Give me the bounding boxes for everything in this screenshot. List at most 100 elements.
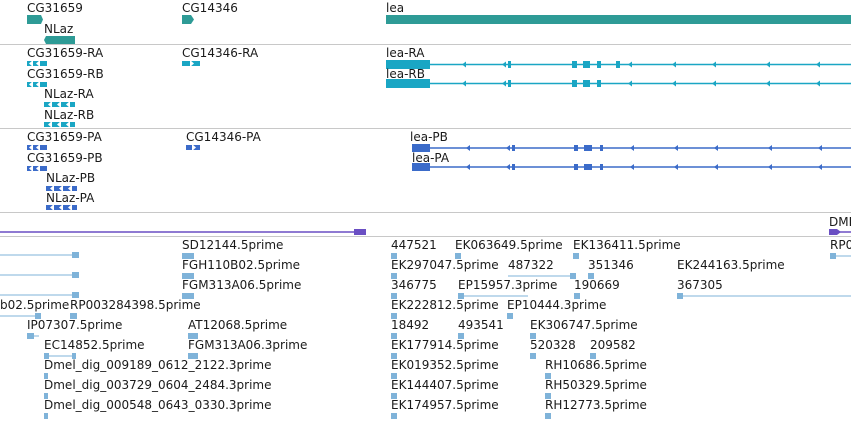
protein-label-cg31659-pa[interactable]: CG31659-PA bbox=[27, 130, 102, 144]
est-label-209582[interactable]: 209582 bbox=[590, 338, 636, 352]
est-glyph-493541[interactable] bbox=[458, 332, 466, 340]
est-label-ek177914[interactable]: EK177914.5prime bbox=[391, 338, 499, 352]
est-label-18492[interactable]: 18492 bbox=[391, 318, 430, 332]
protein-glyph-cg31659-pb[interactable] bbox=[27, 165, 47, 172]
est-glyph-18492[interactable] bbox=[391, 332, 399, 340]
gene-glyph-cg31659[interactable] bbox=[27, 15, 43, 24]
est-label-ec14852[interactable]: EC14852.5prime bbox=[44, 338, 145, 352]
est-label-190669[interactable]: 190669 bbox=[574, 278, 620, 292]
protein-label-cg14346-pa[interactable]: CG14346-PA bbox=[186, 130, 261, 144]
est-glyph-ec14852[interactable] bbox=[44, 352, 76, 360]
est-glyph-rh50329[interactable] bbox=[545, 392, 553, 400]
est-glyph-fgm313a06-3[interactable] bbox=[188, 352, 202, 360]
est-label-rh10686[interactable]: RH10686.5prime bbox=[545, 358, 647, 372]
est-glyph-346775[interactable] bbox=[391, 292, 399, 300]
region-glyph-right[interactable] bbox=[829, 228, 851, 236]
est-label-ek174957[interactable]: EK174957.5prime bbox=[391, 398, 499, 412]
est-label-b02[interactable]: b02.5prime bbox=[0, 298, 70, 312]
transcript-label-nlaz-rb[interactable]: NLaz-RB bbox=[44, 108, 95, 122]
est-glyph-ek222812[interactable] bbox=[391, 312, 399, 320]
est-glyph-at12068[interactable] bbox=[188, 332, 202, 340]
protein-glyph-lea-pa[interactable] bbox=[412, 163, 851, 171]
transcript-label-cg14346-ra[interactable]: CG14346-RA bbox=[182, 46, 259, 60]
est-glyph-ek306747[interactable] bbox=[530, 332, 538, 340]
est-label-ek063649[interactable]: EK063649.5prime bbox=[455, 238, 563, 252]
est-glyph-ek177914[interactable] bbox=[391, 352, 399, 360]
transcript-glyph-lea-ra[interactable] bbox=[386, 60, 851, 69]
est-glyph-rh12773[interactable] bbox=[545, 412, 553, 420]
est-label-ep10444[interactable]: EP10444.3prime bbox=[507, 298, 607, 312]
gene-glyph-cg14346[interactable] bbox=[182, 15, 194, 24]
protein-label-lea-pa[interactable]: lea-PA bbox=[412, 151, 450, 165]
est-glyph-ek136411[interactable] bbox=[573, 252, 581, 260]
est-glyph-left-2[interactable] bbox=[0, 271, 80, 279]
est-glyph-b02[interactable] bbox=[0, 312, 42, 320]
est-glyph-rp0[interactable] bbox=[830, 252, 851, 260]
est-glyph-dmel-000548[interactable] bbox=[44, 412, 50, 420]
est-glyph-ip07307[interactable] bbox=[27, 332, 39, 340]
est-glyph-fgh110b02[interactable] bbox=[182, 272, 196, 280]
protein-label-lea-pb[interactable]: lea-PB bbox=[410, 130, 448, 144]
est-label-fgm313a06[interactable]: FGM313A06.5prime bbox=[182, 278, 302, 292]
est-label-fgh110b02[interactable]: FGH110B02.5prime bbox=[182, 258, 301, 272]
gene-glyph-lea[interactable] bbox=[386, 15, 851, 24]
est-glyph-fgm313a06[interactable] bbox=[182, 292, 196, 300]
est-glyph-rp003284398[interactable] bbox=[70, 312, 78, 320]
transcript-label-lea-rb[interactable]: lea-RB bbox=[386, 67, 425, 81]
protein-glyph-cg14346-pa[interactable] bbox=[186, 144, 200, 151]
est-label-dmel-000548[interactable]: Dmel_dig_000548_0643_0330.3prime bbox=[44, 398, 272, 412]
transcript-label-cg31659-ra[interactable]: CG31659-RA bbox=[27, 46, 104, 60]
gene-label-lea[interactable]: lea bbox=[386, 1, 405, 15]
est-label-520328[interactable]: 520328 bbox=[530, 338, 576, 352]
transcript-glyph-lea-rb[interactable] bbox=[386, 79, 851, 88]
est-glyph-left-3[interactable] bbox=[0, 291, 80, 299]
est-glyph-ek019352[interactable] bbox=[391, 372, 399, 380]
protein-glyph-lea-pb[interactable] bbox=[412, 144, 851, 152]
est-glyph-487322[interactable] bbox=[508, 272, 576, 280]
est-label-487322[interactable]: 487322 bbox=[508, 258, 554, 272]
transcript-glyph-nlaz-ra[interactable] bbox=[44, 101, 75, 108]
est-label-ek244163[interactable]: EK244163.5prime bbox=[677, 258, 785, 272]
est-label-351346[interactable]: 351346 bbox=[588, 258, 634, 272]
est-glyph-ek174957[interactable] bbox=[391, 412, 399, 420]
protein-label-nlaz-pa[interactable]: NLaz-PA bbox=[46, 191, 95, 205]
protein-label-nlaz-pb[interactable]: NLaz-PB bbox=[46, 171, 96, 185]
est-label-346775[interactable]: 346775 bbox=[391, 278, 437, 292]
est-glyph-sd12144[interactable] bbox=[182, 252, 196, 260]
est-label-fgm313a06-3[interactable]: FGM313A06.3prime bbox=[188, 338, 308, 352]
est-label-dmel-003729[interactable]: Dmel_dig_003729_0604_2484.3prime bbox=[44, 378, 272, 392]
est-glyph-367305[interactable] bbox=[677, 292, 851, 300]
transcript-glyph-nlaz-rb[interactable] bbox=[44, 121, 75, 128]
est-glyph-ep15957[interactable] bbox=[458, 292, 528, 300]
est-glyph-ek297047[interactable] bbox=[391, 272, 399, 280]
est-glyph-rh10686[interactable] bbox=[545, 372, 553, 380]
est-glyph-dmel-003729[interactable] bbox=[44, 392, 50, 400]
est-glyph-520328[interactable] bbox=[530, 352, 538, 360]
est-label-ip07307[interactable]: IP07307.5prime bbox=[27, 318, 123, 332]
gene-label-nlaz[interactable]: NLaz bbox=[44, 22, 74, 36]
est-label-493541[interactable]: 493541 bbox=[458, 318, 504, 332]
protein-glyph-cg31659-pa[interactable] bbox=[27, 144, 47, 151]
transcript-label-nlaz-ra[interactable]: NLaz-RA bbox=[44, 87, 94, 101]
est-glyph-190669[interactable] bbox=[574, 292, 582, 300]
est-label-ep15957[interactable]: EP15957.3prime bbox=[458, 278, 558, 292]
transcript-glyph-cg31659-rb[interactable] bbox=[27, 81, 47, 88]
region-label-dmel[interactable]: DMEL bbox=[829, 215, 851, 229]
protein-label-cg31659-pb[interactable]: CG31659-PB bbox=[27, 151, 103, 165]
transcript-glyph-cg14346-ra[interactable] bbox=[182, 60, 200, 67]
est-glyph-209582[interactable] bbox=[590, 352, 598, 360]
est-label-ek222812[interactable]: EK222812.5prime bbox=[391, 298, 499, 312]
est-label-rp003284398[interactable]: RP003284398.5prime bbox=[70, 298, 201, 312]
gene-label-cg14346[interactable]: CG14346 bbox=[182, 1, 238, 15]
est-glyph-ep10444[interactable] bbox=[507, 312, 515, 320]
transcript-label-lea-ra[interactable]: lea-RA bbox=[386, 46, 425, 60]
est-label-367305[interactable]: 367305 bbox=[677, 278, 723, 292]
est-glyph-left-1[interactable] bbox=[0, 251, 80, 259]
est-label-ek136411[interactable]: EK136411.5prime bbox=[573, 238, 681, 252]
est-label-ek306747[interactable]: EK306747.5prime bbox=[530, 318, 638, 332]
region-glyph-left[interactable] bbox=[0, 228, 366, 236]
protein-glyph-nlaz-pb[interactable] bbox=[46, 185, 77, 192]
est-label-ek019352[interactable]: EK019352.5prime bbox=[391, 358, 499, 372]
est-label-rh12773[interactable]: RH12773.5prime bbox=[545, 398, 647, 412]
transcript-label-cg31659-rb[interactable]: CG31659-RB bbox=[27, 67, 104, 81]
